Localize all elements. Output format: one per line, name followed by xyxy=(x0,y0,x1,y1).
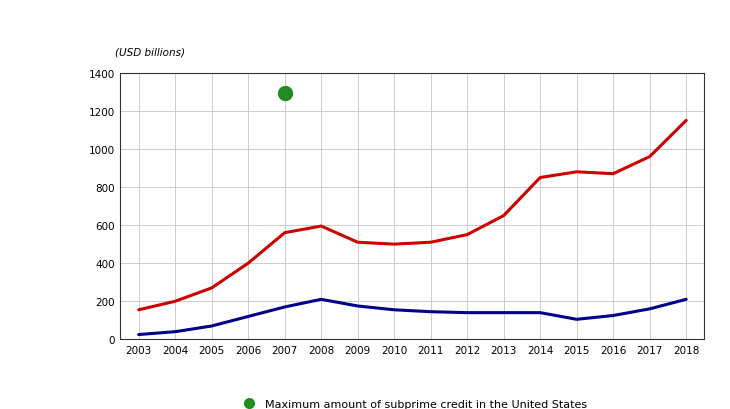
Legend: Maximum amount of subprime credit in the United States, Institutional leveraged : Maximum amount of subprime credit in the… xyxy=(237,398,588,409)
Point xyxy=(279,90,291,97)
Text: (USD billions): (USD billions) xyxy=(115,48,185,58)
